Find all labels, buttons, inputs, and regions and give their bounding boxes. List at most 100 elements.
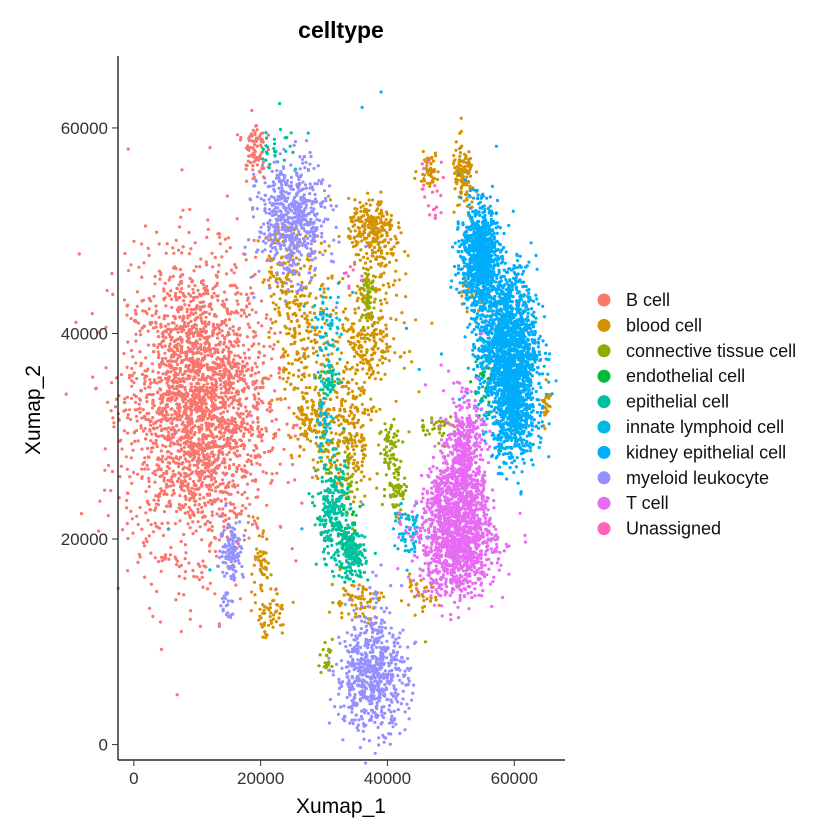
point [153,521,157,525]
point [218,235,222,239]
point [216,350,220,355]
point [233,417,237,421]
point [386,349,390,353]
point [245,362,249,366]
point [152,350,156,354]
point [293,299,297,303]
point [415,582,419,586]
point [164,356,168,360]
point [247,138,251,143]
series-1 [64,108,315,697]
point [322,557,326,561]
point [113,405,118,409]
point [204,436,208,440]
point [544,406,548,411]
point [179,629,183,634]
point [166,376,170,380]
point [272,292,276,296]
point [342,459,347,463]
point [334,484,338,488]
point [260,399,264,403]
point [380,350,384,354]
point [336,553,340,558]
point [201,283,206,287]
point [335,395,339,399]
point [389,495,393,499]
point [147,502,151,507]
point [223,380,228,384]
point [216,484,220,488]
point [360,464,364,468]
point [146,329,150,333]
point [319,459,323,463]
point [189,300,193,304]
point [372,336,376,340]
point [183,570,188,574]
point [208,483,212,487]
point [184,401,188,405]
point [193,284,197,288]
point [194,387,198,391]
point [148,392,152,396]
point [293,434,297,438]
point [227,381,231,385]
point [262,354,266,358]
point [200,571,204,575]
point [230,422,234,426]
point [213,592,217,596]
point [334,476,338,480]
point [251,140,256,144]
point [206,474,210,478]
point [310,412,314,416]
point [456,203,460,207]
point [172,321,176,325]
point [325,544,330,549]
point [103,468,107,472]
point [248,410,252,414]
point [349,336,354,340]
point [106,463,111,467]
point [169,328,173,333]
point [250,291,254,295]
point [227,374,231,379]
point [373,297,377,301]
point [361,300,365,304]
point [181,373,185,377]
point [194,469,198,473]
point [366,306,370,310]
point [383,221,387,225]
point [309,329,313,333]
point [355,444,359,448]
point [174,267,178,271]
point [219,499,223,503]
point [456,178,460,182]
point [208,455,212,459]
point [260,324,264,328]
point [250,462,254,466]
point [79,511,84,516]
point [282,355,286,359]
point [237,426,241,431]
point [139,424,143,428]
point [397,278,401,282]
point [269,374,273,378]
point [148,378,152,382]
point [137,552,141,556]
point [274,620,278,624]
point [297,325,301,329]
point [393,475,397,479]
point [260,427,264,431]
point [173,522,177,526]
point [363,261,368,265]
point [337,234,341,239]
point [253,557,257,562]
point [254,136,258,140]
point [195,419,199,423]
point [189,359,193,364]
point [153,480,157,484]
point [160,559,164,563]
point [177,477,181,481]
point [254,445,258,449]
point [362,283,366,287]
point [158,365,162,369]
